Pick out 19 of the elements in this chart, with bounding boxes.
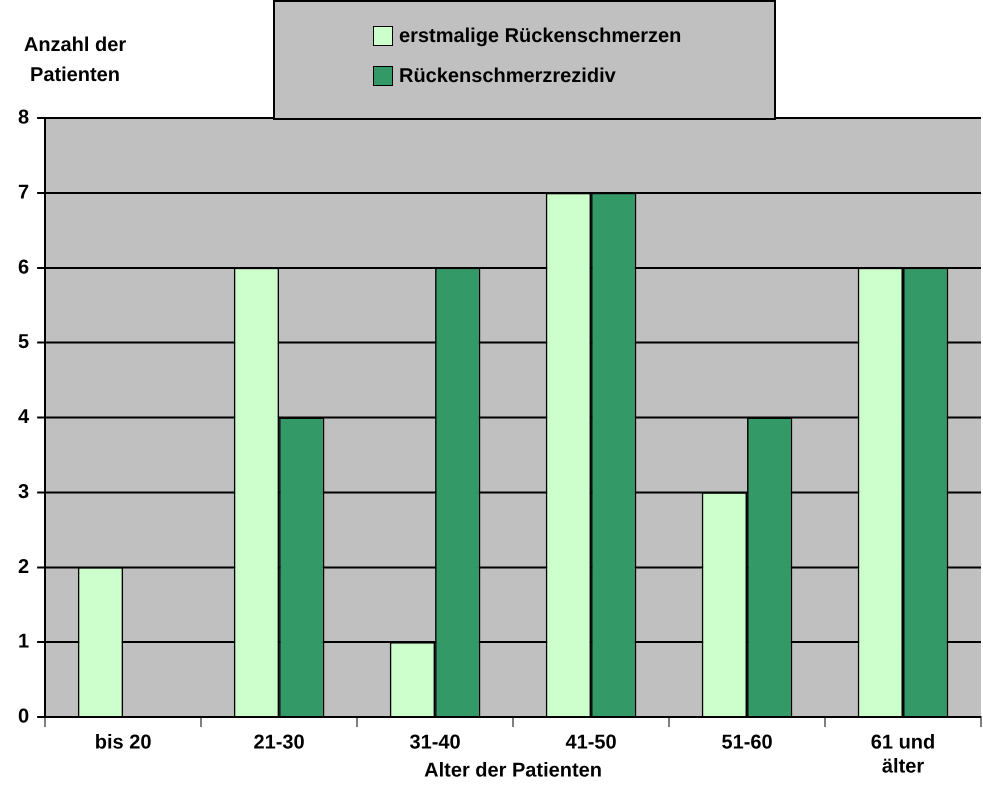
y-tick-label: 3	[18, 480, 30, 503]
legend-label: Rückenschmerzrezidiv	[399, 64, 616, 88]
x-tick-label: 51-60	[721, 732, 773, 754]
y-tick-label: 6	[18, 256, 30, 278]
x-tick-label: 21-30	[254, 732, 305, 754]
legend-label: erstmalige Rückenschmerzen	[399, 24, 682, 48]
y-axis-title: Anzahl der Patienten	[22, 33, 128, 88]
y-tick-label: 1	[18, 630, 30, 653]
y-tick-label: 2	[18, 556, 30, 578]
x-tick-label: 31-40	[409, 732, 461, 754]
y-tick-label: 5	[18, 331, 30, 354]
y-tick-label: 8	[18, 106, 30, 129]
y-tick-label: 0	[18, 706, 30, 728]
x-tick-label: bis 20	[94, 732, 152, 754]
x-axis-title: Alter der Patienten	[424, 760, 602, 782]
x-tick-label: 41-50	[565, 732, 617, 754]
x-tick-label: 61 und älter	[870, 732, 936, 778]
y-tick-label: 4	[18, 406, 30, 428]
y-tick-label: 7	[18, 181, 30, 204]
